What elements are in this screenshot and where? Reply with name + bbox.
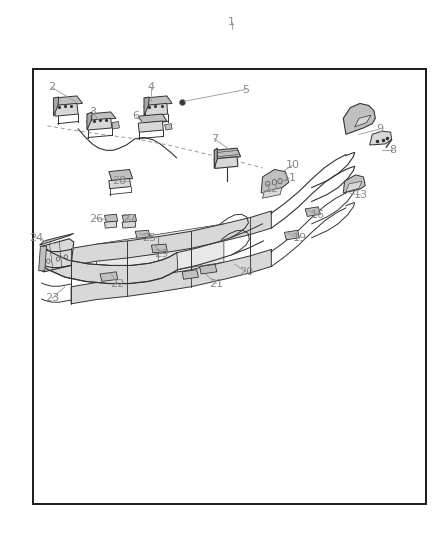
- Polygon shape: [199, 264, 216, 274]
- Polygon shape: [87, 118, 112, 130]
- Text: 24: 24: [29, 233, 43, 243]
- Polygon shape: [100, 272, 117, 281]
- Polygon shape: [138, 114, 166, 123]
- Text: 16: 16: [310, 210, 324, 220]
- Polygon shape: [369, 131, 391, 145]
- Polygon shape: [182, 270, 198, 279]
- Polygon shape: [343, 103, 374, 134]
- Polygon shape: [39, 239, 74, 272]
- Text: 19: 19: [292, 233, 306, 243]
- Polygon shape: [345, 181, 361, 192]
- Text: 1: 1: [228, 18, 235, 27]
- Polygon shape: [214, 157, 237, 168]
- Text: 22: 22: [110, 279, 124, 288]
- Text: 5: 5: [242, 85, 249, 94]
- Text: 11: 11: [282, 173, 296, 183]
- Polygon shape: [138, 121, 163, 132]
- Text: 2: 2: [48, 83, 55, 92]
- Polygon shape: [284, 230, 299, 240]
- Polygon shape: [42, 247, 177, 284]
- Polygon shape: [135, 230, 150, 238]
- Polygon shape: [87, 112, 116, 120]
- Polygon shape: [53, 96, 82, 106]
- Text: 20: 20: [238, 267, 252, 277]
- Polygon shape: [261, 169, 288, 193]
- Bar: [33, 69, 425, 504]
- Text: 7: 7: [210, 134, 217, 143]
- Polygon shape: [109, 169, 132, 181]
- Text: 10: 10: [285, 160, 299, 170]
- Polygon shape: [214, 148, 240, 159]
- Polygon shape: [39, 246, 46, 271]
- Polygon shape: [53, 103, 78, 116]
- Polygon shape: [151, 244, 167, 253]
- Polygon shape: [104, 214, 117, 222]
- Text: 25: 25: [142, 233, 156, 243]
- Text: 8: 8: [389, 146, 396, 155]
- Polygon shape: [39, 233, 74, 245]
- Polygon shape: [109, 179, 131, 189]
- Polygon shape: [354, 115, 370, 127]
- Text: 9: 9: [375, 124, 382, 134]
- Polygon shape: [144, 96, 172, 106]
- Polygon shape: [87, 112, 92, 130]
- Text: 12: 12: [264, 184, 278, 194]
- Polygon shape: [343, 175, 364, 193]
- Polygon shape: [104, 221, 117, 228]
- Text: 3: 3: [88, 107, 95, 117]
- Polygon shape: [112, 122, 119, 129]
- Polygon shape: [144, 97, 149, 116]
- Text: 6: 6: [132, 111, 139, 121]
- Text: 27: 27: [122, 214, 136, 223]
- Polygon shape: [144, 103, 167, 116]
- Polygon shape: [53, 97, 59, 116]
- Polygon shape: [304, 207, 320, 216]
- Polygon shape: [262, 188, 281, 198]
- Polygon shape: [214, 148, 217, 168]
- Text: 21: 21: [209, 279, 223, 288]
- Polygon shape: [122, 221, 135, 228]
- Text: 28: 28: [112, 176, 126, 186]
- Polygon shape: [96, 224, 223, 282]
- Polygon shape: [71, 211, 271, 265]
- Polygon shape: [71, 249, 271, 304]
- Text: 26: 26: [88, 214, 102, 223]
- Text: 13: 13: [353, 190, 367, 200]
- Text: 23: 23: [45, 294, 59, 303]
- Text: 4: 4: [148, 83, 155, 92]
- Polygon shape: [164, 124, 172, 130]
- Polygon shape: [122, 214, 136, 222]
- Text: 29: 29: [154, 249, 168, 259]
